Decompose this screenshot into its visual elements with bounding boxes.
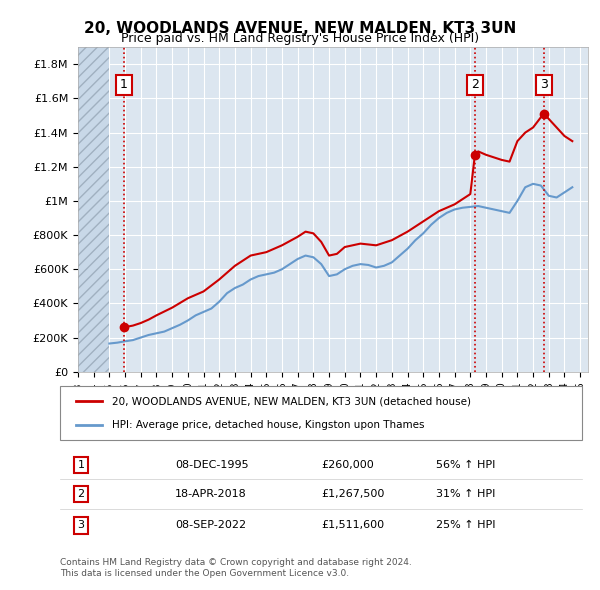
- Text: Contains HM Land Registry data © Crown copyright and database right 2024.: Contains HM Land Registry data © Crown c…: [60, 558, 412, 566]
- Text: 2: 2: [471, 78, 479, 91]
- Bar: [78, 47, 109, 372]
- Text: £1,267,500: £1,267,500: [321, 489, 385, 499]
- Text: 08-SEP-2022: 08-SEP-2022: [175, 520, 246, 530]
- Text: 25% ↑ HPI: 25% ↑ HPI: [436, 520, 496, 530]
- Text: 1: 1: [77, 460, 85, 470]
- Text: 08-DEC-1995: 08-DEC-1995: [175, 460, 248, 470]
- Text: This data is licensed under the Open Government Licence v3.0.: This data is licensed under the Open Gov…: [60, 569, 349, 578]
- Text: 20, WOODLANDS AVENUE, NEW MALDEN, KT3 3UN (detached house): 20, WOODLANDS AVENUE, NEW MALDEN, KT3 3U…: [112, 396, 471, 407]
- Text: 1: 1: [120, 78, 128, 91]
- Text: 31% ↑ HPI: 31% ↑ HPI: [436, 489, 495, 499]
- Text: 18-APR-2018: 18-APR-2018: [175, 489, 247, 499]
- Text: £1,511,600: £1,511,600: [321, 520, 384, 530]
- Text: £260,000: £260,000: [321, 460, 374, 470]
- Text: 20, WOODLANDS AVENUE, NEW MALDEN, KT3 3UN: 20, WOODLANDS AVENUE, NEW MALDEN, KT3 3U…: [84, 21, 516, 35]
- Text: 56% ↑ HPI: 56% ↑ HPI: [436, 460, 495, 470]
- FancyBboxPatch shape: [60, 386, 582, 440]
- Text: 2: 2: [77, 489, 85, 499]
- Text: Price paid vs. HM Land Registry's House Price Index (HPI): Price paid vs. HM Land Registry's House …: [121, 32, 479, 45]
- Text: 3: 3: [540, 78, 548, 91]
- Text: 3: 3: [77, 520, 85, 530]
- Text: HPI: Average price, detached house, Kingston upon Thames: HPI: Average price, detached house, King…: [112, 419, 425, 430]
